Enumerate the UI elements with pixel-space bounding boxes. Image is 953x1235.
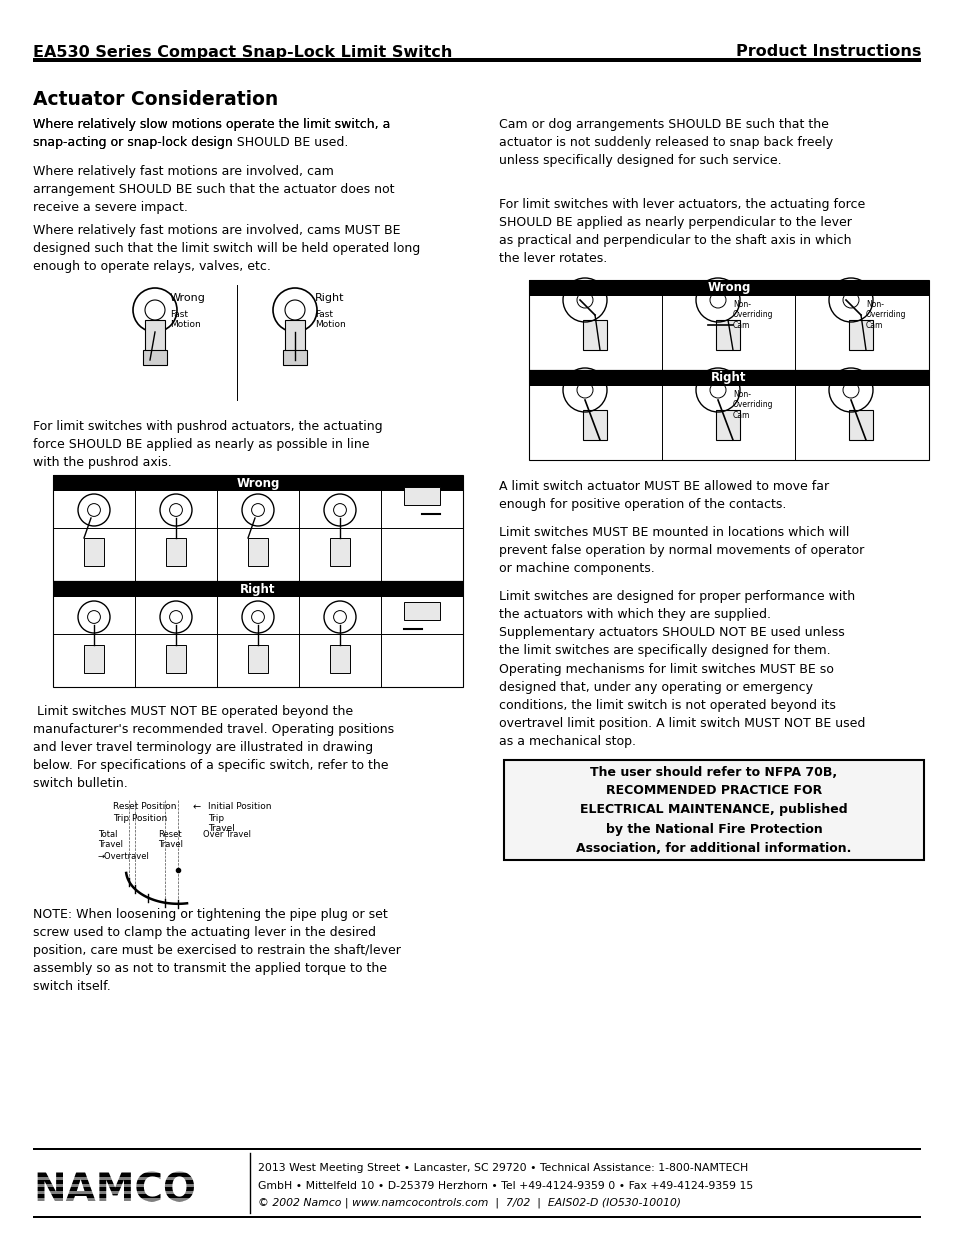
Text: GmbH • Mittelfeld 10 • D-25379 Herzhorn • Tel +49-4124-9359 0 • Fax +49-4124-935: GmbH • Mittelfeld 10 • D-25379 Herzhorn … [257,1181,753,1191]
Bar [33,1191,218,1194]
Text: Over Travel: Over Travel [203,830,251,839]
Bar [403,601,439,620]
Bar [143,350,167,366]
Text: For limit switches with pushrod actuators, the actuating
force SHOULD BE applied: For limit switches with pushrod actuator… [33,420,382,469]
Bar [53,580,462,597]
Text: Where relatively fast motions are involved, cam
arrangement SHOULD BE such that : Where relatively fast motions are involv… [33,165,395,214]
Bar [33,1184,218,1187]
Bar [33,58,920,62]
Bar [248,645,268,673]
Text: Trip Position: Trip Position [112,814,167,823]
Bar [53,580,462,687]
Text: Limit switches are designed for proper performance with
the actuators with which: Limit switches are designed for proper p… [498,590,854,657]
Bar [330,538,350,566]
Bar [848,320,872,350]
Text: Right: Right [711,372,746,384]
Bar [582,410,606,440]
Text: Non-
Overriding
Cam: Non- Overriding Cam [732,390,773,420]
Bar [84,538,104,566]
Text: Limit switches MUST NOT BE operated beyond the
manufacturer's recommended travel: Limit switches MUST NOT BE operated beyo… [33,705,394,790]
Text: Trip
Travel: Trip Travel [208,814,234,834]
Text: NOTE: When loosening or tightening the pipe plug or set
screw used to clamp the : NOTE: When loosening or tightening the p… [33,908,400,993]
Text: Right: Right [240,583,275,595]
Text: The user should refer to NFPA 70B,
RECOMMENDED PRACTICE FOR
ELECTRICAL MAINTENAN: The user should refer to NFPA 70B, RECOM… [576,766,851,855]
Text: Where relatively fast motions are involved, cams MUST BE
designed such that the : Where relatively fast motions are involv… [33,224,420,273]
Bar [166,645,186,673]
Text: Product Instructions: Product Instructions [735,44,920,59]
Text: Actuator Consideration: Actuator Consideration [33,90,278,109]
Text: Fast
Motion: Fast Motion [314,310,345,330]
Bar [33,1216,920,1218]
Text: Wrong: Wrong [706,282,750,294]
Text: NAMCO: NAMCO [33,1171,195,1209]
Text: Limit switches MUST BE mounted in locations which will
prevent false operation b: Limit switches MUST BE mounted in locati… [498,526,863,576]
Text: Right: Right [314,293,344,303]
Text: Non-
Overriding
Cam: Non- Overriding Cam [732,300,773,330]
Bar [330,645,350,673]
Bar [403,487,439,505]
Text: Cam or dog arrangements SHOULD BE such that the
actuator is not suddenly release: Cam or dog arrangements SHOULD BE such t… [498,119,832,167]
Bar [33,1177,218,1179]
Bar [716,320,740,350]
Text: ←: ← [193,802,201,811]
Bar [248,538,268,566]
Text: Non-
Overriding
Cam: Non- Overriding Cam [865,300,905,330]
Bar [53,475,462,492]
Bar [53,475,462,580]
Text: Reset
Travel: Reset Travel [158,830,183,850]
Text: Where relatively slow motions operate the limit switch, a
snap-acting or snap-lo: Where relatively slow motions operate th… [33,119,390,149]
Text: Wrong: Wrong [236,477,279,489]
Bar [285,320,305,354]
Text: Reset Position: Reset Position [112,802,176,811]
Text: 2013 West Meeting Street • Lancaster, SC 29720 • Technical Assistance: 1-800-NAM: 2013 West Meeting Street • Lancaster, SC… [257,1163,747,1173]
Bar [503,760,923,860]
Bar [283,350,307,366]
Text: Fast
Motion: Fast Motion [170,310,200,330]
Bar [33,1149,920,1150]
Bar [529,280,928,370]
Bar [848,410,872,440]
Text: Operating mechanisms for limit switches MUST BE so
designed that, under any oper: Operating mechanisms for limit switches … [498,663,864,748]
Text: →Overtravel: →Overtravel [98,852,150,861]
Text: Where relatively slow motions operate the limit switch, a
snap-acting or snap-lo: Where relatively slow motions operate th… [33,119,390,149]
Text: Wrong: Wrong [170,293,206,303]
Bar [33,1205,218,1208]
Bar [166,538,186,566]
Bar [145,320,165,354]
Bar [33,1170,218,1173]
Text: A limit switch actuator MUST BE allowed to move far
enough for positive operatio: A limit switch actuator MUST BE allowed … [498,480,828,511]
Bar [84,645,104,673]
Bar [529,370,928,387]
Bar [582,320,606,350]
Text: Initial Position: Initial Position [208,802,272,811]
Bar [33,1198,218,1200]
Text: © 2002 Namco | www.namcocontrols.com  |  7/02  |  EAIS02-D (IO530-10010): © 2002 Namco | www.namcocontrols.com | 7… [257,1198,680,1208]
Text: For limit switches with lever actuators, the actuating force
SHOULD BE applied a: For limit switches with lever actuators,… [498,198,864,266]
Bar [529,370,928,459]
Text: EA530 Series Compact Snap-Lock Limit Switch: EA530 Series Compact Snap-Lock Limit Swi… [33,44,452,59]
Text: Total
Travel: Total Travel [98,830,123,850]
Bar [716,410,740,440]
Bar [529,280,928,296]
